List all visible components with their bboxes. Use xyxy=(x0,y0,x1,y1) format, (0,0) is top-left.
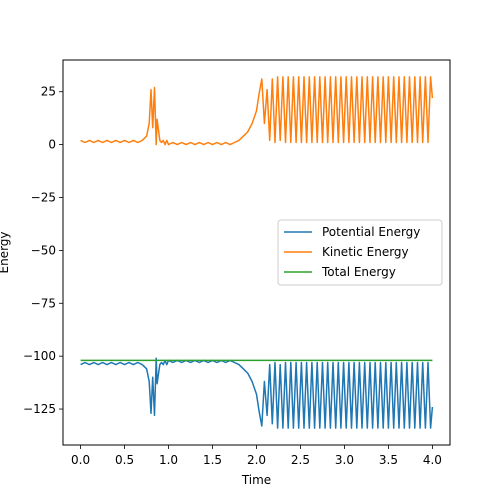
y-tick-label: −50 xyxy=(31,243,56,257)
x-axis: 0.0 0.5 1.0 1.5 2.0 2.5 3.0 3.5 4.0 xyxy=(71,445,442,467)
y-tick-label: −25 xyxy=(31,191,56,205)
x-tick-label: 2.5 xyxy=(291,453,310,467)
legend-label: Kinetic Energy xyxy=(322,245,409,259)
y-axis: 25 0 −25 −50 −75 −100 −125 xyxy=(23,85,63,416)
y-axis-label: Energy xyxy=(0,231,11,273)
x-tick-label: 4.0 xyxy=(423,453,442,467)
legend: Potential Energy Kinetic Energy Total Ener… xyxy=(277,219,443,286)
x-tick-label: 1.0 xyxy=(159,453,178,467)
y-tick-label: −100 xyxy=(23,349,56,363)
y-tick-label: 25 xyxy=(41,85,56,99)
legend-label: Potential Energy xyxy=(322,225,420,239)
legend-label: Total Energy xyxy=(321,265,396,279)
x-tick-label: 0.5 xyxy=(115,453,134,467)
x-axis-label: Time xyxy=(241,473,271,487)
legend-box xyxy=(277,219,443,286)
series-line-kinetic-energy xyxy=(80,76,434,146)
x-tick-label: 2.0 xyxy=(247,453,266,467)
series-layer xyxy=(80,76,434,429)
y-tick-label: −125 xyxy=(23,402,56,416)
x-tick-label: 0.0 xyxy=(71,453,90,467)
x-tick-label: 1.5 xyxy=(203,453,222,467)
series-line-potential-energy xyxy=(80,357,434,429)
x-tick-label: 3.5 xyxy=(379,453,398,467)
x-tick-label: 3.0 xyxy=(335,453,354,467)
y-tick-label: −75 xyxy=(31,296,56,310)
y-tick-label: 0 xyxy=(48,138,56,152)
